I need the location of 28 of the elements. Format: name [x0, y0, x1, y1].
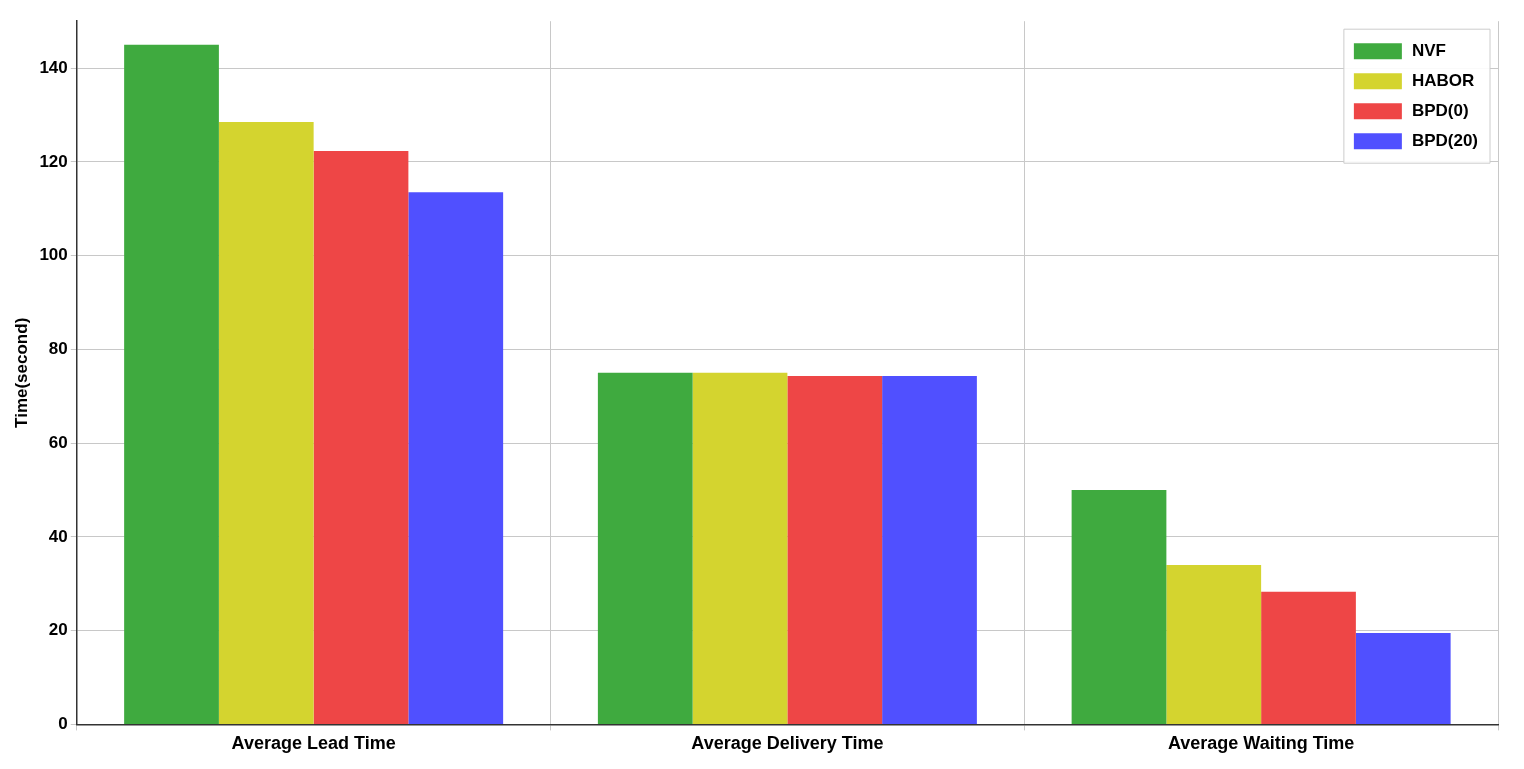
bar — [408, 192, 504, 724]
y-tick-label: 60 — [48, 432, 68, 452]
x-tick-label: Average Delivery Time — [691, 733, 884, 754]
y-tick-label: 40 — [48, 526, 68, 546]
legend-label: BPD(0) — [1411, 100, 1469, 120]
bar — [1071, 490, 1167, 724]
bar — [124, 44, 219, 724]
y-tick-label: 100 — [39, 245, 68, 265]
y-tick-label: 20 — [48, 620, 68, 640]
x-tick-label: Average Lead Time — [231, 733, 396, 754]
x-tick-label: Average Waiting Time — [1167, 733, 1355, 754]
y-tick-label: 80 — [48, 339, 68, 359]
bar — [1355, 632, 1451, 724]
legend-label: NVF — [1411, 40, 1446, 60]
y-tick-label: 0 — [58, 714, 68, 734]
bar — [313, 151, 409, 724]
bar — [1261, 591, 1356, 724]
bar — [218, 121, 314, 724]
bar — [882, 376, 977, 724]
bar — [787, 376, 883, 724]
legend-label: BPD(20) — [1411, 130, 1478, 150]
legend-label: HABOR — [1411, 70, 1475, 90]
bar — [597, 372, 693, 724]
bar — [692, 372, 788, 724]
y-tick-label: 120 — [39, 151, 68, 171]
y-axis-title: Time(second) — [11, 317, 31, 428]
bar — [1166, 565, 1262, 724]
y-tick-label: 140 — [39, 57, 68, 77]
